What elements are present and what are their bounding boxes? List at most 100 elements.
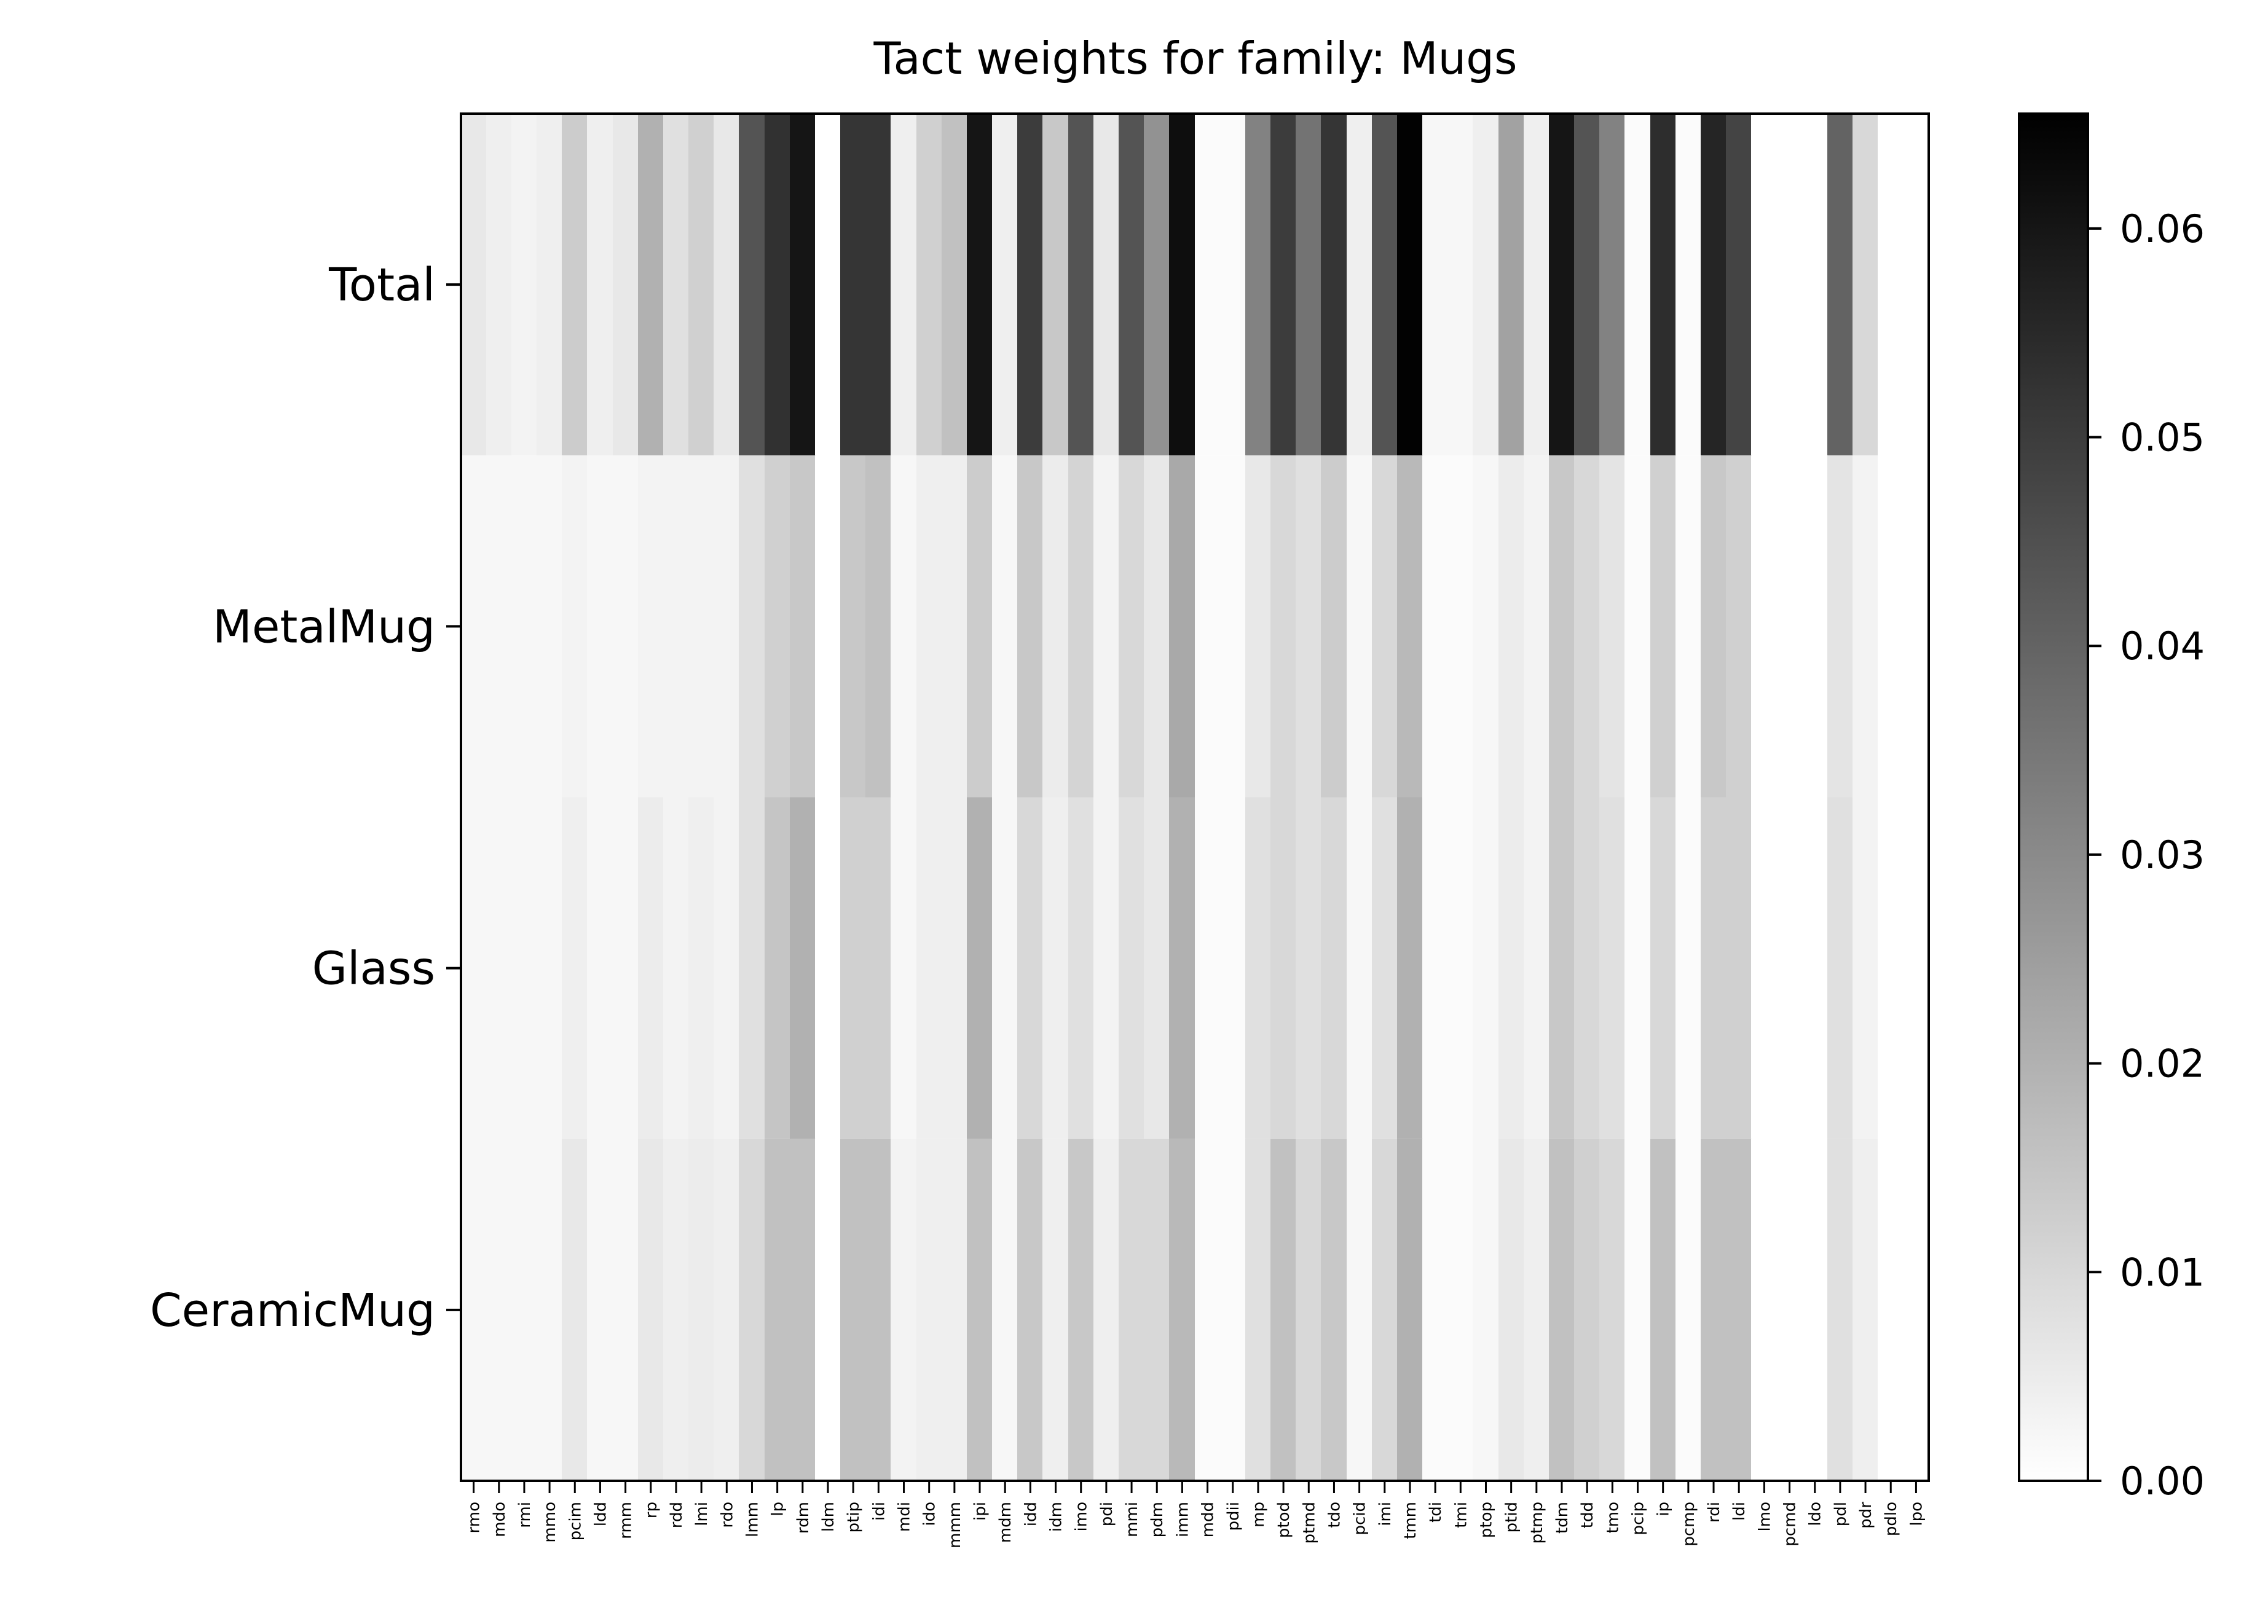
heatmap-cell	[562, 1139, 588, 1481]
heatmap-cell	[1296, 114, 1321, 456]
heatmap-cell	[1093, 1139, 1119, 1481]
heatmap-cell	[1042, 1139, 1069, 1481]
heatmap-cell	[714, 114, 739, 456]
heatmap-cell	[1624, 114, 1651, 456]
heatmap-cell	[942, 797, 967, 1139]
heatmap-cell	[891, 455, 917, 798]
x-tick-label: pcmd	[1781, 1502, 1800, 1547]
heatmap-cell	[1042, 114, 1069, 456]
x-tick-label: tmi	[1452, 1502, 1470, 1528]
heatmap-cell	[714, 797, 739, 1139]
x-tick-label: ldm	[819, 1502, 838, 1532]
heatmap-cell	[688, 1139, 714, 1481]
heatmap-cell	[461, 455, 487, 798]
heatmap-cell	[587, 455, 613, 798]
x-tick-label: ptmp	[1528, 1502, 1546, 1544]
x-tick-label: ldo	[1806, 1502, 1825, 1526]
heatmap-cell	[942, 1139, 967, 1481]
heatmap-cell	[1853, 455, 1878, 798]
heatmap-cell	[1574, 455, 1600, 798]
x-tick-label: lmo	[1755, 1502, 1774, 1531]
heatmap-cell	[967, 1139, 993, 1481]
heatmap-cell	[1599, 455, 1625, 798]
heatmap-cell	[1321, 1139, 1347, 1481]
chart-title: Tact weights for family: Mugs	[873, 33, 1517, 84]
x-tick-label: tdd	[1578, 1502, 1597, 1528]
colorbar-gradient	[2019, 114, 2088, 1481]
heatmap-cell	[1144, 1139, 1170, 1481]
heatmap-cell	[1093, 797, 1119, 1139]
heatmap-cell	[1473, 797, 1499, 1139]
heatmap-cell	[663, 455, 689, 798]
heatmap-cell	[1827, 114, 1853, 456]
heatmap-cell	[1093, 455, 1119, 798]
heatmap-cell	[1017, 1139, 1043, 1481]
heatmap-cell	[942, 455, 967, 798]
heatmap-cell	[1397, 114, 1423, 456]
x-axis: rmo mdo rmi mmo pcim ldd rmm rp rdd lmi rdo lmm lp rd…	[465, 1481, 1926, 1548]
x-tick-label: ldi	[1730, 1502, 1749, 1521]
heatmap-cell	[916, 455, 942, 798]
heatmap-cell	[1776, 114, 1803, 456]
heatmap-cell	[840, 1139, 866, 1481]
heatmap-cell	[486, 455, 512, 798]
heatmap-cell	[1447, 1139, 1473, 1481]
heatmap-cell	[562, 114, 588, 456]
y-tick-label: MetalMug	[213, 600, 435, 653]
heatmap-cell	[1447, 797, 1473, 1139]
heatmap-cell	[765, 455, 790, 798]
heatmap-cell	[1524, 797, 1549, 1139]
heatmap-cell	[967, 455, 993, 798]
heatmap-cell	[1422, 455, 1448, 798]
x-tick-label: tmo	[1604, 1502, 1622, 1533]
x-tick-label: idi	[870, 1502, 888, 1521]
heatmap-cell	[1372, 114, 1398, 456]
heatmap-cell	[1726, 797, 1752, 1139]
heatmap-cell	[942, 114, 967, 456]
heatmap-cell	[1144, 114, 1170, 456]
heatmap-cell	[1802, 455, 1828, 798]
heatmap-cell	[1042, 455, 1069, 798]
heatmap-cell	[865, 1139, 891, 1481]
x-tick-label: lp	[769, 1502, 787, 1516]
heatmap-cell	[638, 114, 664, 456]
heatmap-cell	[461, 114, 487, 456]
y-tick-label: Glass	[312, 943, 435, 995]
heatmap-cell	[1296, 455, 1321, 798]
heatmap-cell	[1372, 1139, 1398, 1481]
x-tick-label: ptip	[845, 1502, 863, 1532]
heatmap-cell	[1068, 455, 1094, 798]
x-tick-label: ptop	[1477, 1502, 1495, 1538]
heatmap-cell	[1751, 114, 1777, 456]
heatmap-cell	[688, 797, 714, 1139]
heatmap-cell	[1650, 455, 1676, 798]
heatmap-cell	[1068, 797, 1094, 1139]
x-tick-label: pcim	[566, 1502, 585, 1540]
heatmap-cell	[511, 1139, 537, 1481]
heatmap-cell	[714, 1139, 739, 1481]
heatmap-cell	[1245, 114, 1271, 456]
heatmap-cell	[1524, 114, 1549, 456]
heatmap-cell	[815, 455, 841, 798]
heatmap-cell	[765, 1139, 790, 1481]
heatmap-cell	[613, 797, 639, 1139]
heatmap-cell	[562, 455, 588, 798]
heatmap-cell	[1119, 797, 1144, 1139]
heatmap-cell	[790, 797, 816, 1139]
heatmap-cell	[992, 797, 1018, 1139]
x-tick-label: rdm	[794, 1502, 813, 1534]
heatmap-cell	[1144, 797, 1170, 1139]
colorbar-tick-label: 0.04	[2120, 624, 2205, 669]
heatmap-cell	[1701, 1139, 1727, 1481]
x-tick-label: ldd	[591, 1502, 610, 1526]
x-tick-label: mp	[1250, 1502, 1268, 1528]
heatmap-cell	[1473, 1139, 1499, 1481]
heatmap-cell	[840, 797, 866, 1139]
heatmap-cell	[1195, 1139, 1221, 1481]
x-tick-label: rp	[642, 1502, 661, 1518]
heatmap-cell	[638, 1139, 664, 1481]
colorbar-tick-label: 0.06	[2120, 206, 2205, 251]
x-tick-label: idd	[1022, 1502, 1040, 1526]
heatmap-cell	[1549, 114, 1575, 456]
colorbar-tick-label: 0.02	[2120, 1041, 2205, 1086]
